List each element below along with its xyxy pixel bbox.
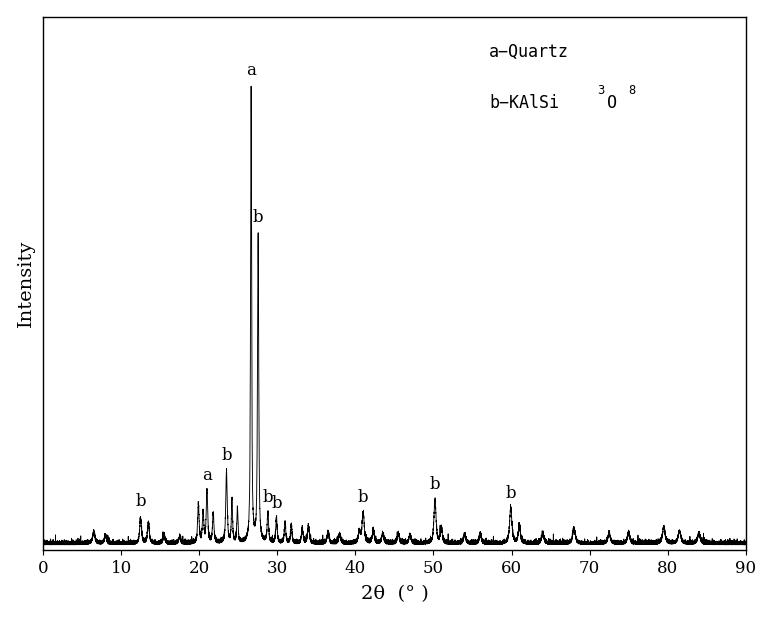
Text: b: b <box>221 447 232 464</box>
Text: 3: 3 <box>597 84 604 97</box>
Text: b: b <box>271 495 282 512</box>
Y-axis label: Intensity: Intensity <box>17 240 35 327</box>
Text: b: b <box>506 485 516 502</box>
Text: a: a <box>202 467 212 484</box>
Text: a−Quartz: a−Quartz <box>489 43 569 61</box>
X-axis label: 2θ  (° ): 2θ (° ) <box>360 585 428 603</box>
Text: a: a <box>246 62 256 79</box>
Text: b: b <box>253 209 264 226</box>
Text: b: b <box>263 489 273 507</box>
Text: b: b <box>358 489 369 506</box>
Text: b: b <box>430 476 441 493</box>
Text: O: O <box>608 94 618 112</box>
Text: b: b <box>135 493 146 510</box>
Text: b−KAlSi: b−KAlSi <box>489 94 559 112</box>
Text: 8: 8 <box>628 84 635 97</box>
